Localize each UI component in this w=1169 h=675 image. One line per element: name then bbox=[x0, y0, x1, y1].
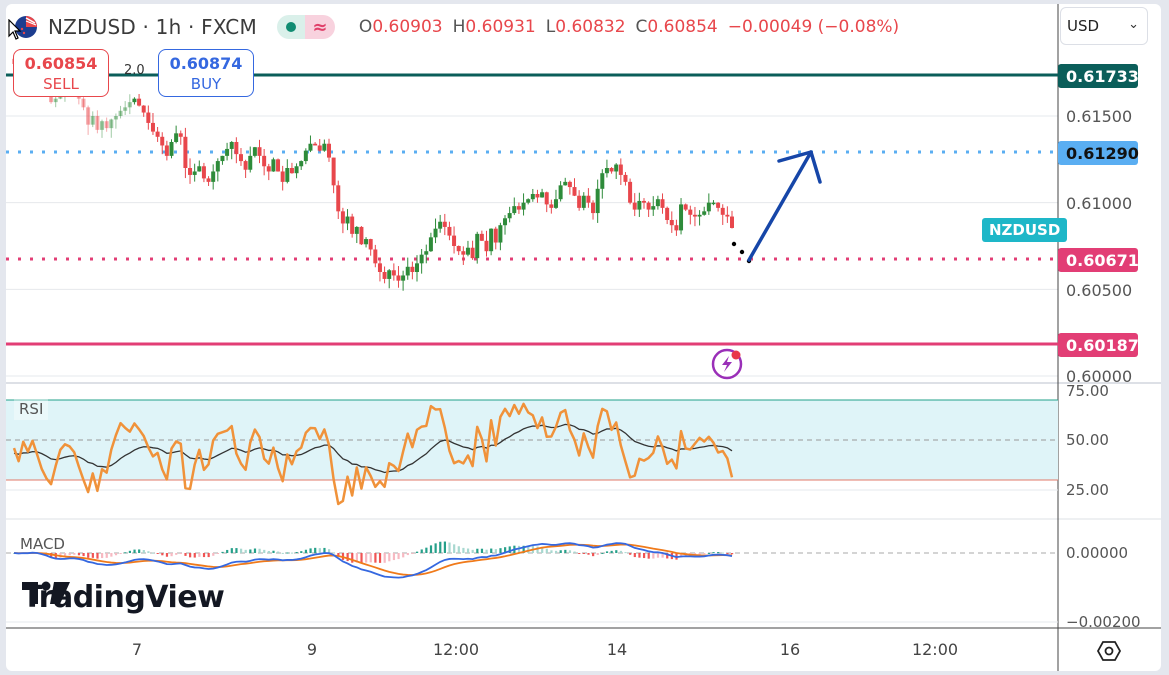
macd-axis-label: 0.00000 bbox=[1066, 544, 1129, 562]
price-axis-label: 0.61000 bbox=[1066, 194, 1133, 213]
time-axis-label: 7 bbox=[131, 640, 143, 659]
tradingview-logo-icon bbox=[22, 581, 70, 604]
currency-value: USD bbox=[1067, 17, 1100, 35]
symbol-price-tag: NZDUSD bbox=[982, 218, 1068, 242]
support-price-tag: 0.60671 bbox=[1058, 248, 1139, 272]
open-value: 0.60903 bbox=[372, 17, 443, 37]
lightning-alert-icon[interactable] bbox=[711, 348, 743, 380]
high-label: H bbox=[452, 17, 466, 37]
time-axis-label: 9 bbox=[306, 640, 318, 659]
close-value: 0.60854 bbox=[647, 17, 718, 37]
macd-label[interactable]: MACD bbox=[20, 535, 65, 553]
approx-icon: ≈ bbox=[304, 15, 335, 39]
sell-label: SELL bbox=[43, 75, 79, 93]
market-status-pill[interactable]: ≈ bbox=[276, 15, 335, 39]
tradingview-logo[interactable]: TradingView bbox=[22, 580, 225, 615]
buy-label: BUY bbox=[190, 75, 222, 93]
price-axis-label: 0.60000 bbox=[1066, 367, 1133, 386]
low-value: 0.60832 bbox=[555, 17, 626, 37]
market-open-dot-icon bbox=[285, 22, 296, 32]
nzd-usd-flag-icon bbox=[8, 15, 38, 40]
chart-frame bbox=[6, 4, 1161, 671]
rsi-axis-label: 50.00 bbox=[1066, 431, 1109, 449]
sell-price: 0.60854 bbox=[24, 54, 98, 73]
rsi-label[interactable]: RSI bbox=[14, 398, 49, 420]
rsi-axis-label: 25.00 bbox=[1066, 481, 1109, 499]
buy-price: 0.60874 bbox=[169, 54, 243, 73]
high-value: 0.60931 bbox=[465, 17, 536, 37]
price-axis-label: 0.61500 bbox=[1066, 107, 1133, 126]
time-axis-label: 14 bbox=[606, 640, 628, 659]
resistance-price-tag: 0.61733 bbox=[1058, 64, 1139, 88]
buy-button[interactable]: 0.60874 BUY bbox=[158, 49, 254, 97]
time-axis-label: 12:00 bbox=[911, 640, 959, 659]
macd-axis-label: −0.00200 bbox=[1066, 613, 1141, 627]
low-label: L bbox=[545, 17, 556, 37]
support-2-price-tag: 0.60187 bbox=[1058, 333, 1139, 357]
currency-select[interactable]: USD ⌄ bbox=[1060, 7, 1148, 45]
sell-button[interactable]: 0.60854 SELL bbox=[13, 49, 109, 97]
time-axis-label: 16 bbox=[779, 640, 801, 659]
close-label: C bbox=[635, 17, 648, 37]
symbol-title[interactable]: NZDUSD · 1h · FXCM bbox=[48, 15, 257, 39]
time-axis-label: 12:00 bbox=[432, 640, 480, 659]
price-chart-canvas[interactable] bbox=[6, 4, 1161, 671]
spread-value: 2.0 bbox=[124, 63, 145, 78]
change-value: −0.00049 (−0.08%) bbox=[727, 17, 900, 37]
rsi-axis-label: 75.00 bbox=[1066, 382, 1109, 400]
symbol-legend: NZDUSD · 1h · FXCM ≈ O0.60903 H0.60931 L… bbox=[8, 12, 899, 42]
settings-hex-icon[interactable] bbox=[1096, 638, 1122, 664]
open-label: O bbox=[358, 17, 373, 37]
chevron-down-icon: ⌄ bbox=[1128, 17, 1139, 32]
price-axis-label: 0.60500 bbox=[1066, 281, 1133, 300]
target-price-tag: 0.61290 bbox=[1058, 141, 1139, 165]
ohlc-values: O0.60903 H0.60931 L0.60832 C0.60854 −0.0… bbox=[359, 17, 899, 37]
